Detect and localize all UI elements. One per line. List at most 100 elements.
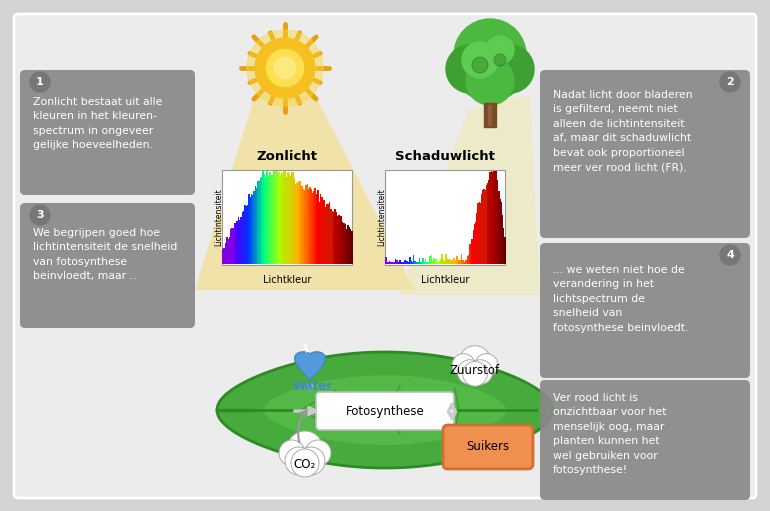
Circle shape — [291, 449, 319, 477]
Bar — [403, 262, 405, 264]
Bar — [346, 228, 347, 264]
Bar — [433, 258, 435, 264]
Bar — [454, 260, 457, 264]
Bar — [458, 262, 460, 264]
Bar — [430, 257, 431, 264]
Bar — [438, 262, 440, 264]
Bar — [338, 215, 340, 264]
Bar — [276, 171, 277, 264]
Bar — [276, 171, 279, 264]
Bar — [500, 202, 502, 264]
Circle shape — [454, 19, 526, 91]
Bar — [398, 262, 400, 264]
Circle shape — [463, 361, 487, 386]
Bar — [450, 260, 451, 264]
Bar — [411, 262, 413, 264]
Circle shape — [460, 55, 504, 99]
Bar — [312, 193, 313, 264]
Bar — [479, 202, 480, 264]
Bar — [490, 171, 492, 264]
Bar — [457, 260, 459, 264]
Bar — [389, 261, 390, 264]
Bar — [226, 237, 228, 264]
Bar — [261, 177, 263, 264]
Bar — [239, 220, 241, 264]
Bar — [259, 178, 262, 264]
Bar — [313, 191, 315, 264]
Bar — [342, 222, 343, 264]
Text: CO₂: CO₂ — [294, 457, 316, 471]
Bar — [488, 105, 491, 125]
FancyBboxPatch shape — [14, 14, 756, 498]
Text: 2: 2 — [726, 77, 734, 87]
Text: We begrijpen goed hoe
lichtintensiteit de snelheid
van fotosynthese
beinvloedt, : We begrijpen goed hoe lichtintensiteit d… — [33, 228, 177, 281]
Bar — [444, 261, 446, 264]
Bar — [409, 257, 410, 264]
Bar — [497, 191, 500, 264]
Bar — [441, 253, 443, 264]
Bar — [318, 202, 320, 264]
Bar — [495, 171, 497, 264]
Bar — [263, 174, 266, 264]
Circle shape — [305, 440, 331, 466]
Bar — [334, 209, 336, 264]
Bar — [314, 189, 316, 264]
Text: Schaduwlicht: Schaduwlicht — [395, 150, 495, 163]
Polygon shape — [195, 95, 415, 290]
Bar — [344, 224, 346, 264]
Bar — [486, 185, 487, 264]
Bar — [300, 186, 302, 264]
Bar — [435, 259, 437, 264]
Bar — [464, 262, 466, 264]
Bar — [227, 240, 229, 264]
Bar — [248, 194, 249, 264]
Bar — [246, 205, 247, 264]
Bar — [301, 185, 303, 264]
Bar — [437, 262, 438, 264]
FancyBboxPatch shape — [20, 203, 195, 328]
FancyBboxPatch shape — [20, 70, 195, 195]
Bar — [419, 258, 420, 264]
Bar — [439, 262, 440, 264]
Bar — [293, 178, 296, 264]
Bar — [222, 170, 352, 265]
Bar — [330, 209, 332, 264]
Bar — [284, 171, 286, 264]
Bar — [454, 258, 455, 264]
Circle shape — [274, 58, 296, 79]
Bar — [460, 260, 461, 264]
Bar — [385, 170, 505, 265]
Bar — [326, 204, 328, 264]
Bar — [402, 262, 403, 264]
Bar — [265, 177, 266, 264]
Bar — [223, 248, 225, 264]
Bar — [280, 175, 281, 264]
Bar — [460, 254, 462, 264]
Bar — [487, 183, 489, 264]
Bar — [499, 199, 501, 264]
Bar — [234, 223, 236, 264]
Circle shape — [287, 431, 323, 467]
Bar — [244, 204, 246, 264]
Bar — [484, 189, 485, 264]
Bar — [327, 204, 329, 264]
Polygon shape — [400, 95, 540, 295]
Bar — [350, 230, 353, 264]
Bar — [481, 194, 483, 264]
Bar — [297, 182, 300, 264]
Text: 4: 4 — [726, 250, 734, 260]
Bar — [462, 260, 464, 264]
Bar — [225, 243, 226, 264]
Circle shape — [494, 54, 506, 66]
Bar — [306, 184, 308, 264]
Bar — [282, 173, 283, 264]
Circle shape — [475, 354, 498, 377]
Text: Zuurstof: Zuurstof — [450, 363, 500, 377]
Bar — [263, 171, 264, 264]
FancyBboxPatch shape — [540, 380, 750, 500]
Circle shape — [466, 57, 514, 105]
Bar — [266, 171, 268, 264]
Bar — [283, 171, 285, 264]
Text: Suikers: Suikers — [467, 440, 510, 453]
Bar — [252, 195, 253, 264]
